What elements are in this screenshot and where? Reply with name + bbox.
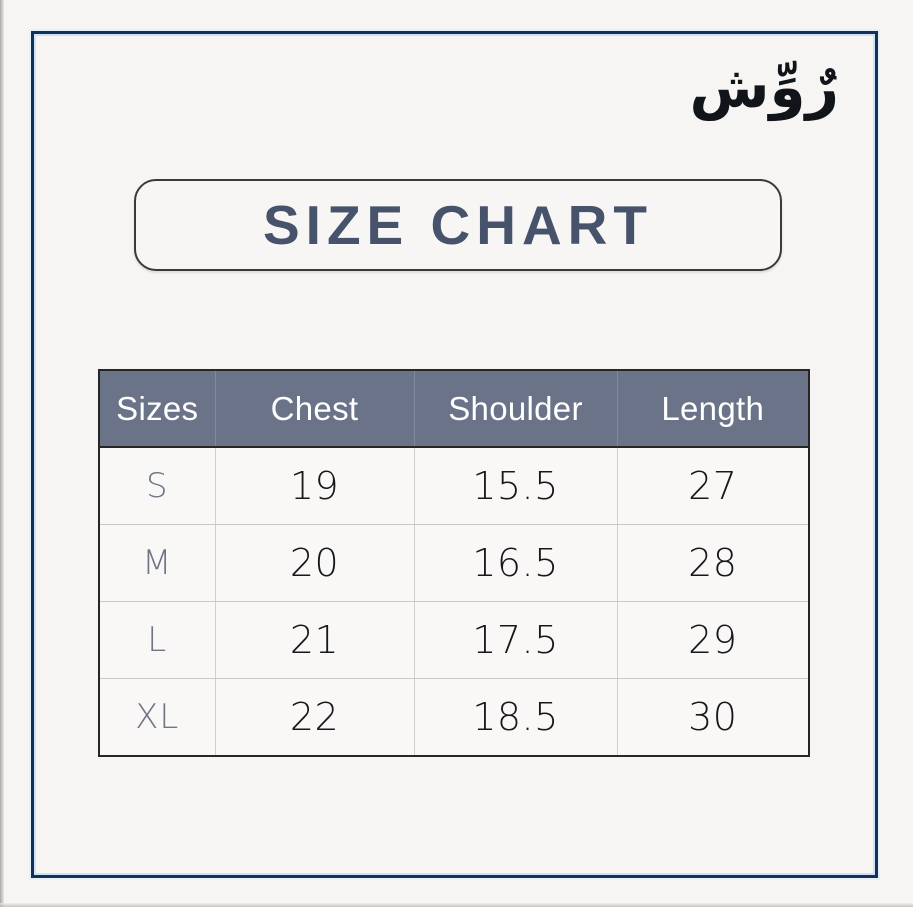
- title-pill: SIZE CHART: [134, 179, 782, 271]
- cell-chest: 22: [215, 678, 415, 756]
- table-header-row: Sizes Chest Shoulder Length: [99, 370, 809, 448]
- table-row: S 19 15.5 27: [99, 447, 809, 525]
- table-row: L 21 17.5 29: [99, 601, 809, 679]
- table-row: M 20 16.5 28: [99, 524, 809, 602]
- cell-shoulder: 16.5: [414, 524, 618, 602]
- cell-size: L: [99, 601, 216, 679]
- cell-chest: 19: [215, 447, 415, 525]
- cell-shoulder: 15.5: [414, 447, 618, 525]
- cell-shoulder: 18.5: [414, 678, 618, 756]
- cell-length: 30: [617, 678, 809, 756]
- cell-length: 27: [617, 447, 809, 525]
- decorative-frame: رٌوِّش SIZE CHART Sizes Chest Shoulder L…: [31, 31, 878, 878]
- cell-size: M: [99, 524, 216, 602]
- column-header-shoulder: Shoulder: [414, 370, 618, 448]
- cell-length: 28: [617, 524, 809, 602]
- column-header-chest: Chest: [215, 370, 415, 448]
- size-chart-table: Sizes Chest Shoulder Length S 19 15.5 27…: [98, 369, 810, 757]
- table-body: S 19 15.5 27 M 20 16.5 28 L 21 17.5 29: [99, 447, 809, 756]
- scan-edge-left: [0, 0, 4, 907]
- cell-chest: 21: [215, 601, 415, 679]
- scan-edge-bottom: [0, 903, 913, 907]
- cell-size: XL: [99, 678, 216, 756]
- table-header: Sizes Chest Shoulder Length: [99, 370, 809, 448]
- brand-wordmark: رٌوِّش: [689, 53, 839, 121]
- column-header-length: Length: [617, 370, 809, 448]
- page-title: SIZE CHART: [263, 194, 653, 256]
- column-header-sizes: Sizes: [99, 370, 216, 448]
- table-row: XL 22 18.5 30: [99, 678, 809, 756]
- cell-length: 29: [617, 601, 809, 679]
- cell-size: S: [99, 447, 216, 525]
- cell-chest: 20: [215, 524, 415, 602]
- cell-shoulder: 17.5: [414, 601, 618, 679]
